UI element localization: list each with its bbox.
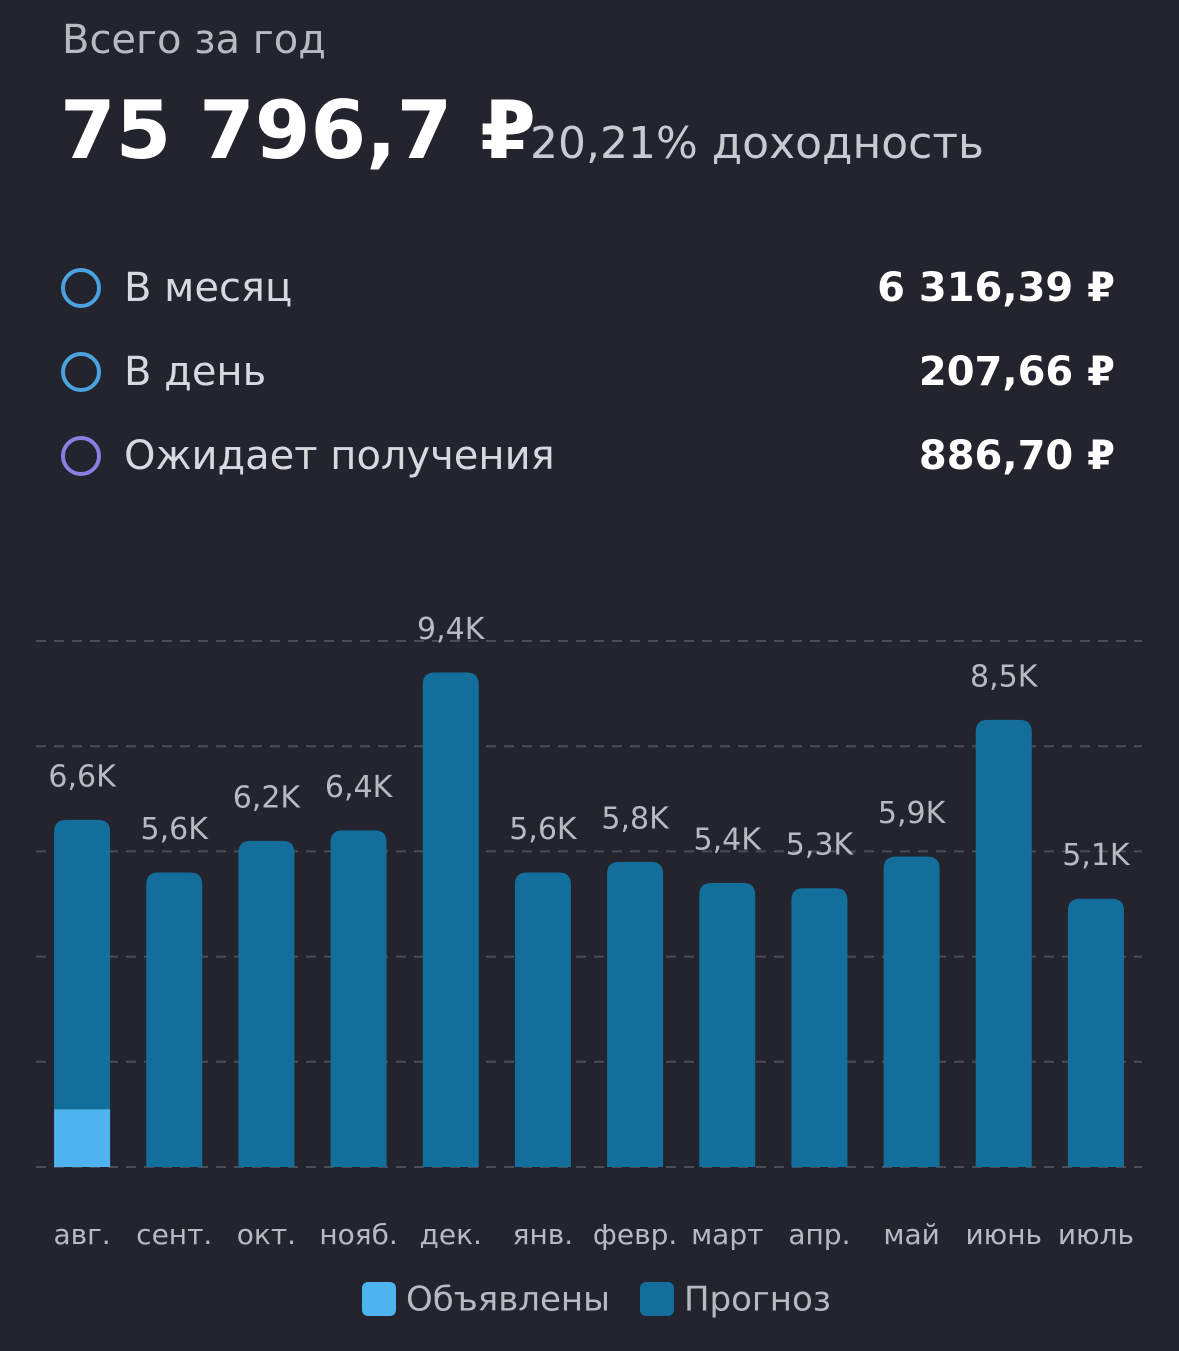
stat-value: 207,66 ₽ xyxy=(919,349,1115,395)
bar-segment xyxy=(422,672,479,1167)
legend-swatch xyxy=(362,1282,396,1316)
bar-total-label: 5,1K xyxy=(1062,838,1131,873)
bar-segment xyxy=(514,872,571,1167)
x-tick-label: нояб. xyxy=(319,1218,397,1251)
x-tick-label: май xyxy=(883,1218,939,1251)
x-tick-label: дек. xyxy=(420,1218,482,1251)
stat-value: 6 316,39 ₽ xyxy=(877,265,1115,311)
x-tick-label: июль xyxy=(1058,1218,1134,1251)
x-tick-label: март xyxy=(691,1218,763,1251)
bar-total-label: 5,8K xyxy=(601,801,670,836)
status-dot xyxy=(61,352,101,392)
bar-segment xyxy=(791,888,848,1167)
yield: 20,21% доходность xyxy=(530,118,984,169)
total: 75 796,7 ₽ xyxy=(60,84,536,177)
bar-segment xyxy=(699,882,756,1167)
x-tick-label: сент. xyxy=(136,1218,212,1251)
bar-segment xyxy=(238,840,295,1167)
bar-total-label: 5,4K xyxy=(694,822,763,857)
status-dot xyxy=(61,436,101,476)
title: Всего за год xyxy=(62,17,326,63)
bar-total-label: 5,6K xyxy=(509,812,578,847)
x-tick-label: янв. xyxy=(513,1218,574,1251)
stat-label: В месяц xyxy=(124,265,292,311)
x-tick-label: авг. xyxy=(53,1218,110,1251)
status-dot xyxy=(61,268,101,308)
bar-total-label: 5,6K xyxy=(141,812,210,847)
bar-segment xyxy=(54,819,111,1110)
bar-segment xyxy=(883,856,940,1167)
bar-total-label: 6,4K xyxy=(325,770,394,805)
bar-segment xyxy=(146,872,203,1167)
stat-label: В день xyxy=(124,349,266,395)
legend-label: Объявлены xyxy=(406,1280,610,1320)
bar-segment xyxy=(1067,898,1124,1167)
stat-value: 886,70 ₽ xyxy=(919,433,1115,479)
legend-label: Прогноз xyxy=(684,1280,831,1320)
bar-segment xyxy=(607,861,664,1167)
bar-total-label: 5,9K xyxy=(878,796,947,831)
bar-total-label: 8,5K xyxy=(970,659,1039,694)
bar-total-label: 5,3K xyxy=(786,828,855,863)
x-tick-label: февр. xyxy=(593,1218,677,1251)
legend-swatch xyxy=(639,1282,674,1316)
bar-total-label: 6,6K xyxy=(48,759,117,794)
stat-label: Ожидает получения xyxy=(124,433,555,479)
bar-segment xyxy=(330,830,387,1167)
x-tick-label: апр. xyxy=(788,1218,850,1251)
x-tick-label: июнь xyxy=(965,1218,1042,1251)
bar-segment xyxy=(975,719,1032,1167)
bar-segment xyxy=(54,1109,111,1167)
bar-total-label: 9,4K xyxy=(417,612,486,647)
bar-total-label: 6,2K xyxy=(233,780,302,815)
x-tick-label: окт. xyxy=(237,1218,296,1251)
